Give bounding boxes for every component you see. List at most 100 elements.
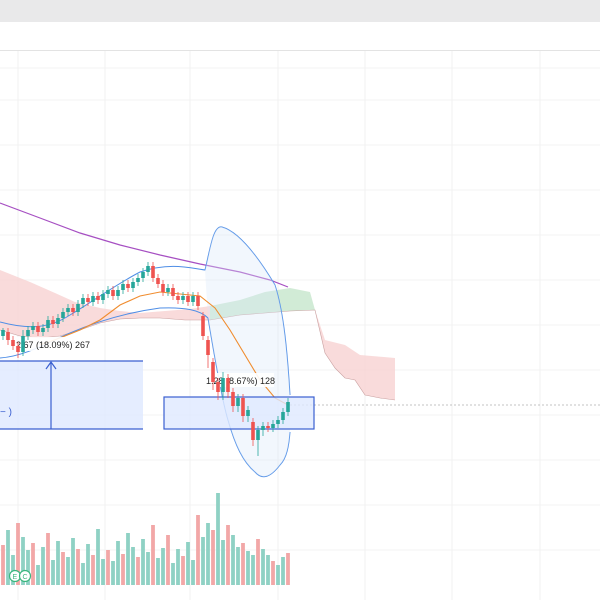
volume-bar — [271, 561, 275, 585]
volume-bar — [261, 549, 265, 585]
volume-bar — [161, 548, 165, 585]
volume-bar — [46, 533, 50, 585]
candle-body[interactable] — [121, 284, 125, 290]
volume-bar — [151, 525, 155, 585]
candle-body[interactable] — [86, 298, 90, 302]
candle-body[interactable] — [136, 278, 140, 282]
candlesticks[interactable] — [1, 262, 290, 456]
measure-left-label: 2.67 (18.09%) 267 — [16, 340, 90, 350]
volume-bar — [131, 547, 135, 585]
candle-body[interactable] — [76, 304, 80, 312]
candle-body[interactable] — [286, 402, 290, 412]
candle-body[interactable] — [116, 290, 120, 296]
volume-bar — [171, 563, 175, 585]
candle-body[interactable] — [41, 328, 45, 332]
badge-1-label: E — [13, 574, 18, 581]
measure-arrow-head-icon — [45, 360, 57, 370]
candle-body[interactable] — [211, 362, 215, 382]
candle-body[interactable] — [106, 290, 110, 294]
candle-body[interactable] — [61, 312, 65, 318]
candle-body[interactable] — [266, 426, 270, 428]
candle-body[interactable] — [201, 316, 205, 336]
candle-body[interactable] — [186, 296, 190, 302]
measure-box-right-border — [163, 396, 315, 430]
volume-bar — [36, 565, 40, 585]
candle-body[interactable] — [206, 340, 210, 355]
candle-body[interactable] — [176, 296, 180, 300]
candle-body[interactable] — [111, 290, 115, 296]
candle-body[interactable] — [166, 288, 170, 292]
candle-body[interactable] — [246, 410, 250, 416]
candle-body[interactable] — [151, 266, 155, 278]
volume-bar — [226, 525, 230, 585]
candle-body[interactable] — [36, 326, 40, 332]
volume-bar — [86, 544, 90, 585]
volume-bar — [251, 555, 255, 585]
candle-body[interactable] — [181, 296, 185, 300]
candle-body[interactable] — [251, 422, 255, 440]
candle-body[interactable] — [21, 336, 25, 352]
volume-bar — [206, 523, 210, 585]
candle-body[interactable] — [241, 398, 245, 416]
volume-bar — [31, 543, 35, 585]
measure-left-partial-text: − ) — [0, 407, 12, 418]
indicator-badges[interactable]: E C — [8, 569, 32, 583]
volume-bar — [201, 537, 205, 585]
volume-bar — [186, 542, 190, 585]
short-moving-average-line — [39, 291, 289, 406]
volume-bar — [196, 515, 200, 585]
chart-area[interactable]: 2.67 (18.09%) 267 − ) 1.28 (8.67%) 128 E… — [0, 51, 600, 600]
badge-2-icon[interactable] — [18, 569, 32, 583]
candle-body[interactable] — [281, 412, 285, 420]
candle-body[interactable] — [66, 308, 70, 312]
badge-2-label: C — [23, 574, 28, 581]
candle-body[interactable] — [126, 284, 130, 288]
candle-body[interactable] — [256, 430, 260, 440]
candle-body[interactable] — [231, 392, 235, 406]
candle-body[interactable] — [161, 284, 165, 292]
volume-bar — [241, 543, 245, 585]
candle-body[interactable] — [236, 398, 240, 406]
candle-body[interactable] — [141, 272, 145, 278]
volume-bar — [91, 555, 95, 585]
volume-bar — [6, 530, 10, 585]
volume-bar — [146, 552, 150, 585]
volume-bar — [181, 556, 185, 585]
candle-body[interactable] — [6, 332, 10, 340]
candle-body[interactable] — [51, 320, 55, 324]
candle-body[interactable] — [226, 378, 230, 392]
candle-body[interactable] — [91, 296, 95, 302]
candle-body[interactable] — [276, 420, 280, 424]
candle-body[interactable] — [16, 346, 20, 352]
candle-body[interactable] — [146, 266, 150, 272]
volume-bar — [66, 557, 70, 585]
candle-body[interactable] — [26, 330, 30, 336]
candle-body[interactable] — [221, 378, 225, 392]
volume-bar — [281, 557, 285, 585]
candle-body[interactable] — [71, 308, 75, 312]
candle-body[interactable] — [1, 330, 5, 336]
volume-bar — [276, 565, 280, 585]
candle-body[interactable] — [191, 296, 195, 302]
volume-bar — [126, 533, 130, 585]
candle-body[interactable] — [11, 340, 15, 346]
candle-body[interactable] — [31, 326, 35, 330]
candle-body[interactable] — [156, 278, 160, 284]
volume-bar — [266, 555, 270, 585]
candle-body[interactable] — [196, 296, 200, 306]
volume-bar — [81, 563, 85, 585]
measure-box-left[interactable] — [0, 361, 143, 429]
candle-body[interactable] — [56, 318, 60, 324]
volume-bar — [231, 535, 235, 585]
volume-bar — [56, 541, 60, 585]
candle-body[interactable] — [271, 424, 275, 428]
candle-body[interactable] — [261, 426, 265, 430]
candle-body[interactable] — [101, 294, 105, 300]
candle-body[interactable] — [216, 382, 220, 392]
candle-body[interactable] — [96, 296, 100, 300]
candle-body[interactable] — [81, 298, 85, 304]
candle-body[interactable] — [171, 288, 175, 296]
candle-body[interactable] — [131, 282, 135, 288]
price-chart[interactable]: 2.67 (18.09%) 267 − ) 1.28 (8.67%) 128 E… — [0, 51, 600, 600]
candle-body[interactable] — [46, 320, 50, 328]
